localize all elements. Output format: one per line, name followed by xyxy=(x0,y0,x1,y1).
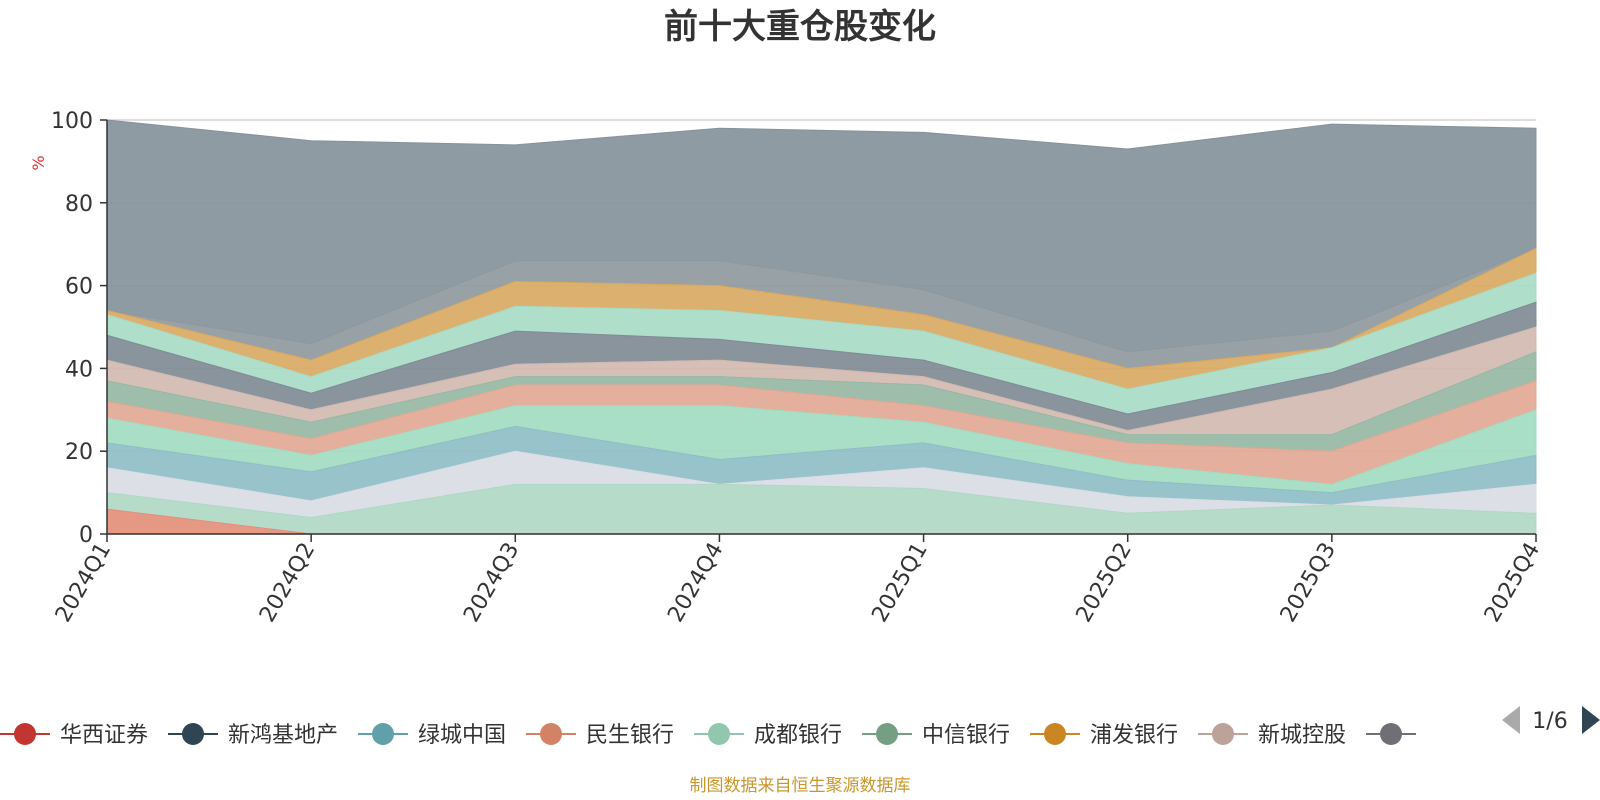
legend-label: 绿城中国 xyxy=(418,723,506,748)
legend-item-5[interactable]: 中信银行 xyxy=(862,723,1010,748)
x-axis-ticks: 2024Q1 2024Q2 2024Q3 2024Q4 2025Q1 2025Q2 2025… xyxy=(51,534,1545,627)
x-tick-label: 2024Q4 xyxy=(663,539,728,627)
legend-label: 华西证券 xyxy=(60,723,148,748)
x-tick-label: 2025Q3 xyxy=(1276,539,1341,627)
legend-marker-icon xyxy=(708,723,730,745)
legend-marker-icon xyxy=(14,723,36,745)
axes xyxy=(106,120,1536,535)
y-tick-label: 0 xyxy=(79,523,93,548)
x-tick-label: 2024Q3 xyxy=(459,539,524,627)
source-note: 制图数据来自恒生聚源数据库 xyxy=(690,776,911,796)
y-tick-label: 60 xyxy=(65,275,93,300)
y-tick-label: 20 xyxy=(65,440,93,465)
legend-label: 成都银行 xyxy=(754,723,842,748)
x-tick-label: 2025Q1 xyxy=(867,539,932,627)
legend-item-7[interactable]: 新城控股 xyxy=(1198,723,1346,748)
legend-page-indicator: 1/6 xyxy=(1532,709,1567,734)
x-tick-label: 2024Q2 xyxy=(255,539,320,627)
y-tick-label: 80 xyxy=(65,192,93,217)
legend-marker-icon xyxy=(876,723,898,745)
legend-item-8[interactable] xyxy=(1366,723,1416,745)
legend-item-2[interactable]: 绿城中国 xyxy=(358,723,506,748)
x-tick-label: 2025Q2 xyxy=(1072,539,1137,627)
legend-marker-icon xyxy=(182,723,204,745)
legend-marker-icon xyxy=(1380,723,1402,745)
legend-pager: 1/6 xyxy=(1502,706,1600,734)
legend-item-1[interactable]: 新鸿基地产 xyxy=(168,723,338,748)
legend-item-3[interactable]: 民生银行 xyxy=(526,723,674,748)
legend-marker-icon xyxy=(1212,723,1234,745)
legend-item-0[interactable]: 华西证券 xyxy=(0,723,148,748)
x-tick-label: 2025Q4 xyxy=(1480,539,1545,627)
legend-label: 新城控股 xyxy=(1258,723,1346,748)
legend-item-6[interactable]: 浦发银行 xyxy=(1030,723,1178,748)
legend-marker-icon xyxy=(540,723,562,745)
y-tick-label: 100 xyxy=(51,109,93,134)
legend: 华西证券 新鸿基地产 绿城中国 民生银行 成都银行 中信银行 浦发银行 新城控股 xyxy=(0,723,1416,748)
legend-marker-icon xyxy=(1044,723,1066,745)
x-tick-label: 2024Q1 xyxy=(51,539,116,627)
legend-label: 中信银行 xyxy=(922,723,1010,748)
area-layers xyxy=(106,119,1537,535)
legend-marker-icon xyxy=(372,723,394,745)
y-axis-ticks: 0 20 40 60 80 100 xyxy=(51,109,107,548)
legend-prev-page-icon[interactable] xyxy=(1502,706,1520,734)
y-tick-label: 40 xyxy=(65,357,93,382)
legend-next-page-icon[interactable] xyxy=(1582,706,1600,734)
legend-item-4[interactable]: 成都银行 xyxy=(694,723,842,748)
chart-title: 前十大重仓股变化 xyxy=(664,7,936,47)
y-axis-unit: % xyxy=(29,155,48,170)
legend-label: 民生银行 xyxy=(586,723,674,748)
legend-label: 浦发银行 xyxy=(1090,723,1178,748)
legend-label: 新鸿基地产 xyxy=(228,723,338,748)
